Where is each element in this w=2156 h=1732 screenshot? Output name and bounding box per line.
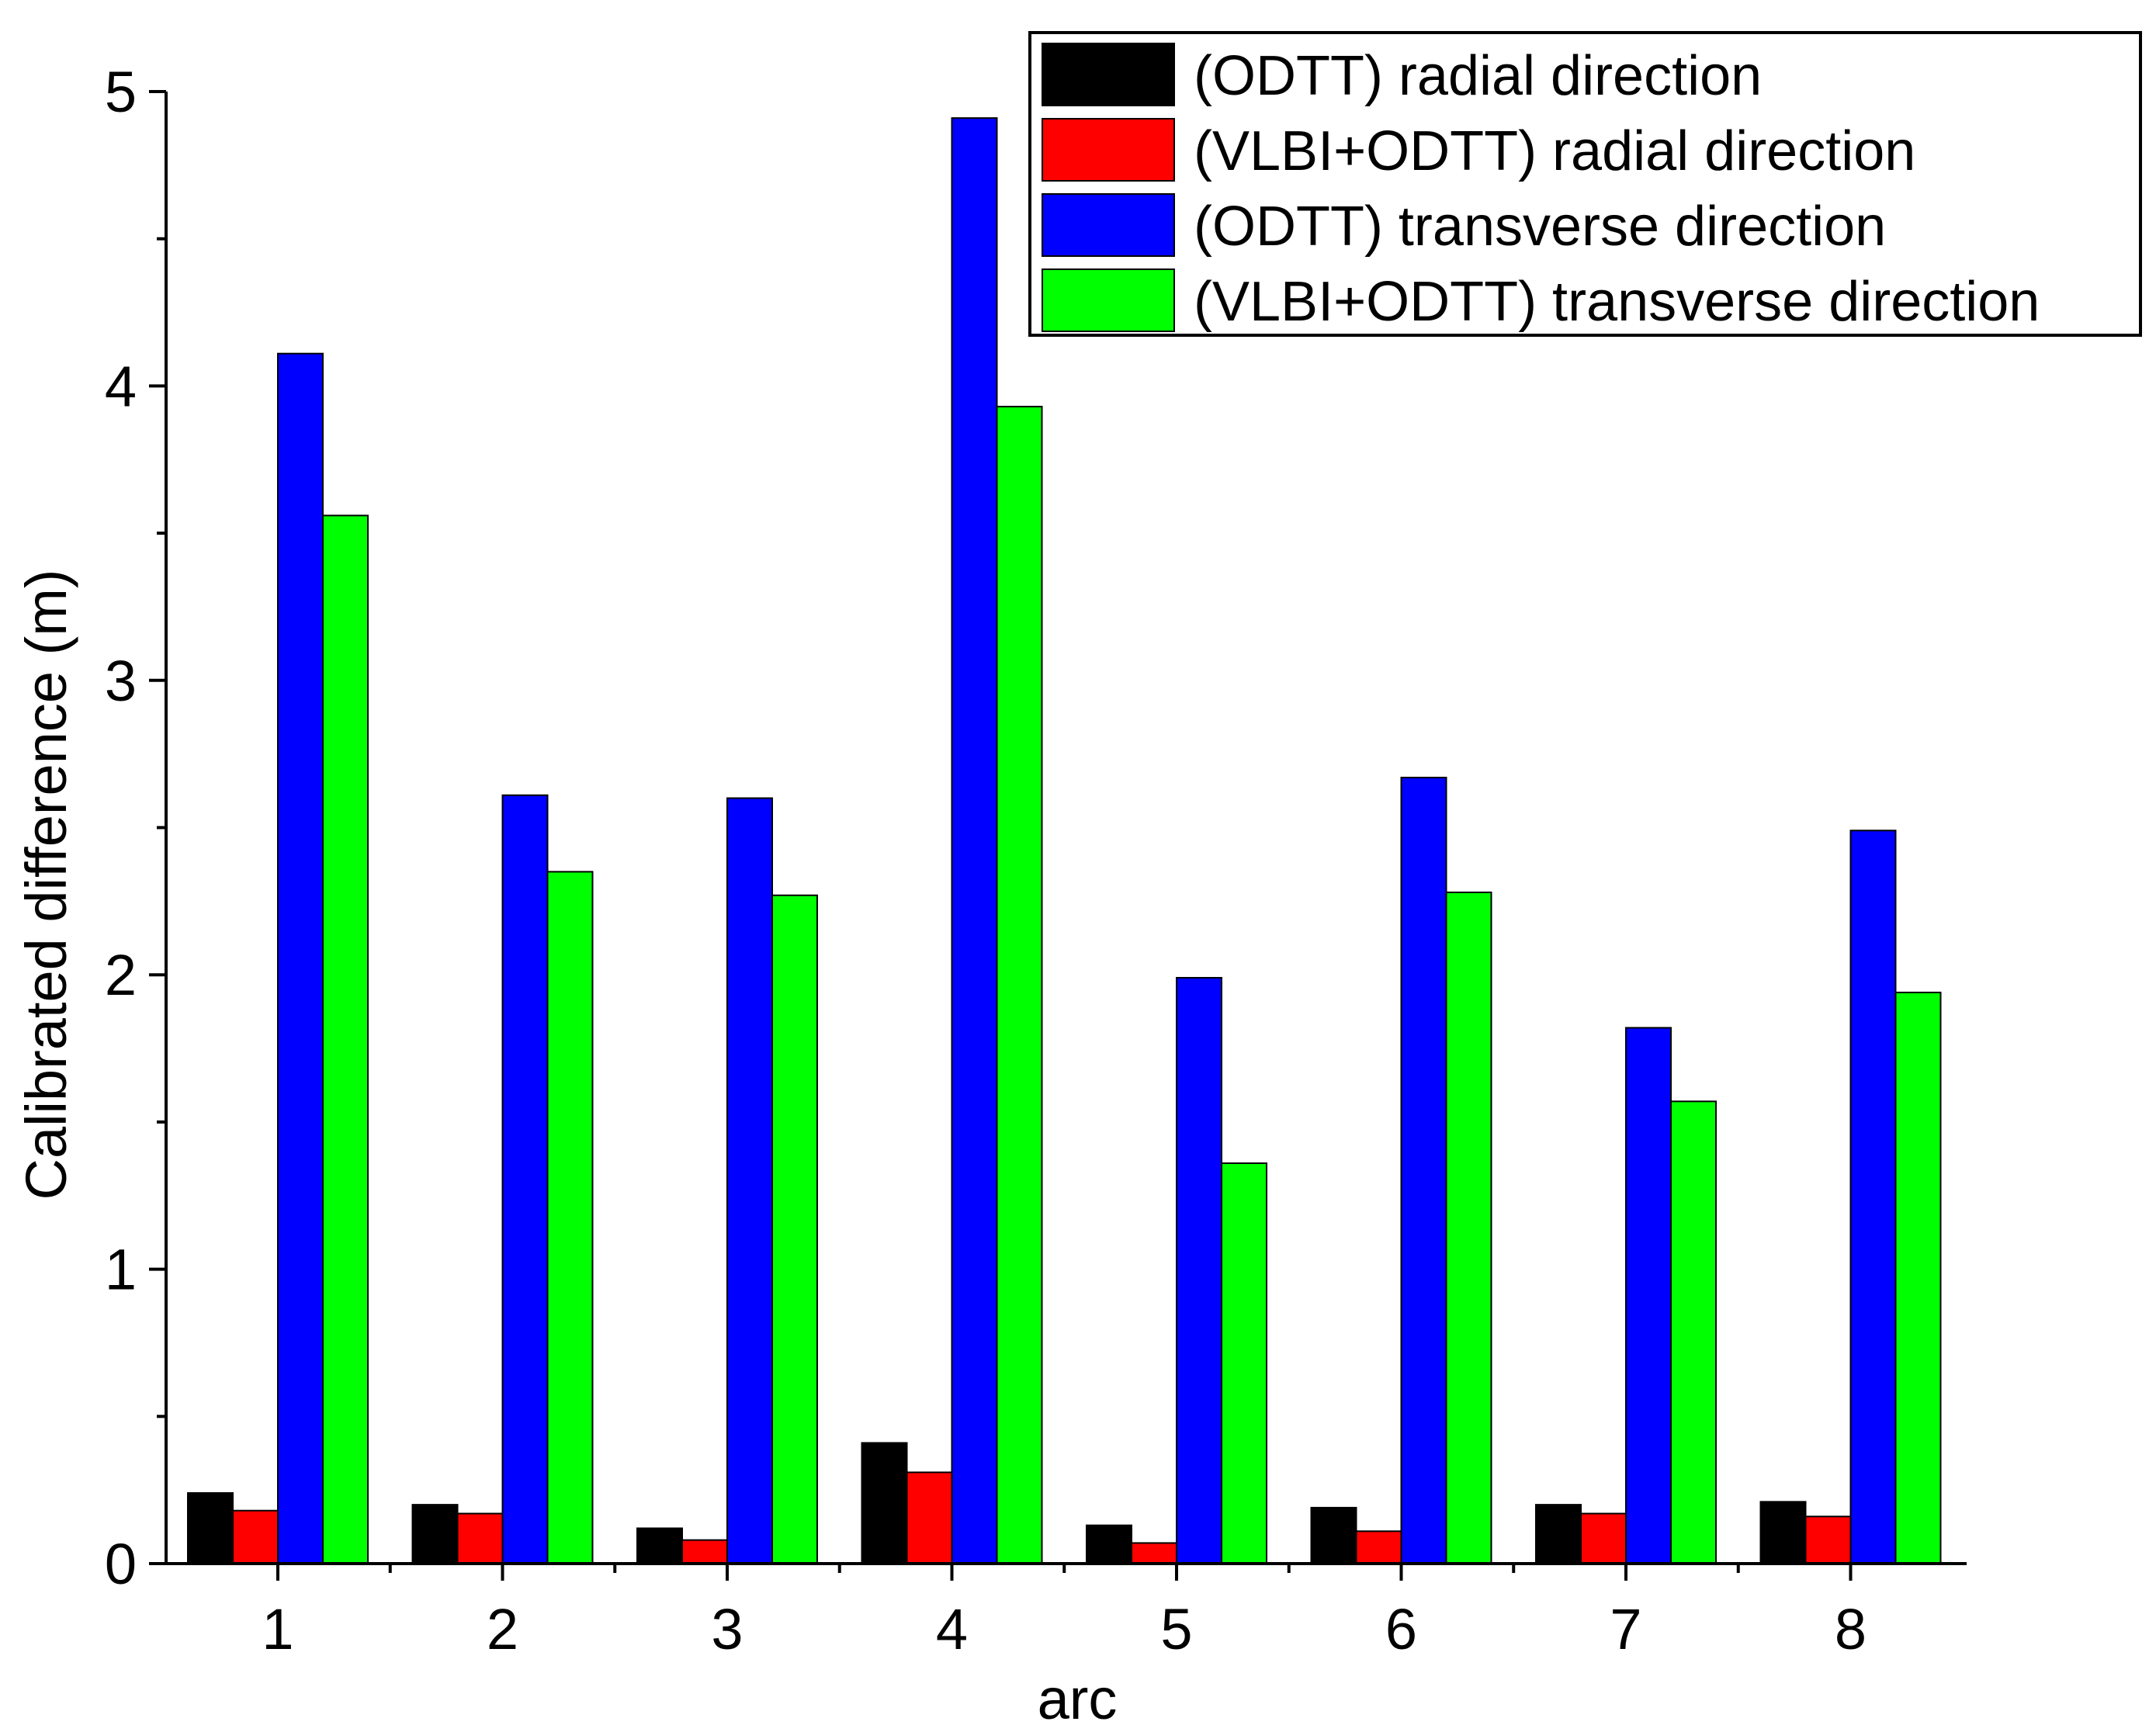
bar <box>1176 976 1222 1564</box>
legend: (ODTT) radial direction (VLBI+ODTT) radia… <box>1028 31 2142 337</box>
x-tick-label: 5 <box>1160 1597 1192 1661</box>
y-axis-title: Calibrated difference (m) <box>14 570 78 1200</box>
bar <box>187 1491 234 1564</box>
bar <box>1670 1100 1717 1565</box>
bar <box>1086 1524 1132 1564</box>
bar <box>636 1527 683 1565</box>
bar <box>1445 891 1492 1564</box>
bar <box>771 894 818 1564</box>
legend-swatch <box>1042 268 1175 332</box>
x-tick-label: 4 <box>936 1597 968 1661</box>
bar <box>1131 1542 1177 1565</box>
y-tick-label: 4 <box>105 354 137 418</box>
bar <box>501 794 549 1564</box>
bar <box>456 1512 504 1564</box>
y-tick-label: 3 <box>105 649 137 713</box>
bar <box>1894 991 1942 1564</box>
bar <box>906 1471 953 1564</box>
bar <box>322 514 369 1564</box>
x-tick-label: 8 <box>1835 1597 1867 1661</box>
bar <box>411 1504 459 1564</box>
bar <box>996 405 1043 1564</box>
bar <box>277 352 324 1564</box>
bar <box>1849 830 1897 1564</box>
bar <box>1804 1516 1852 1565</box>
y-tick-label: 2 <box>105 943 137 1007</box>
y-tick-label: 0 <box>105 1532 137 1596</box>
legend-label: (ODTT) radial direction <box>1194 45 1762 107</box>
bar <box>1400 777 1447 1564</box>
axis-ticks: 0 1 2 3 4 5 1 2 3 4 5 6 7 8 <box>105 60 1867 1661</box>
legend-label: (VLBI+ODTT) transverse direction <box>1194 271 2040 333</box>
bar <box>1759 1501 1807 1565</box>
legend-swatch <box>1042 118 1175 182</box>
x-tick-label: 2 <box>487 1597 518 1661</box>
x-tick-label: 7 <box>1610 1597 1641 1661</box>
legend-swatch <box>1042 193 1175 257</box>
bar <box>951 117 998 1564</box>
axes <box>165 92 1967 1565</box>
x-tick-label: 3 <box>711 1597 743 1661</box>
bar <box>1535 1504 1582 1564</box>
bar <box>1221 1162 1267 1564</box>
y-tick-label: 5 <box>105 60 137 124</box>
legend-swatch <box>1042 43 1175 106</box>
bar <box>681 1539 728 1564</box>
bar <box>1625 1027 1672 1564</box>
bar <box>1580 1512 1627 1564</box>
bar <box>1310 1506 1357 1564</box>
bar <box>861 1442 908 1565</box>
bar <box>1355 1530 1402 1564</box>
x-tick-label: 6 <box>1385 1597 1417 1661</box>
bars <box>187 117 1942 1565</box>
bar <box>546 871 594 1565</box>
x-axis-title: arc <box>1038 1667 1118 1731</box>
x-tick-label: 1 <box>262 1597 293 1661</box>
legend-label: (ODTT) transverse direction <box>1194 196 1886 258</box>
legend-frame <box>1028 31 2142 337</box>
y-tick-label: 1 <box>105 1238 137 1302</box>
legend-label: (VLBI+ODTT) radial direction <box>1194 120 1915 182</box>
bar <box>232 1509 279 1565</box>
bar <box>726 797 773 1565</box>
